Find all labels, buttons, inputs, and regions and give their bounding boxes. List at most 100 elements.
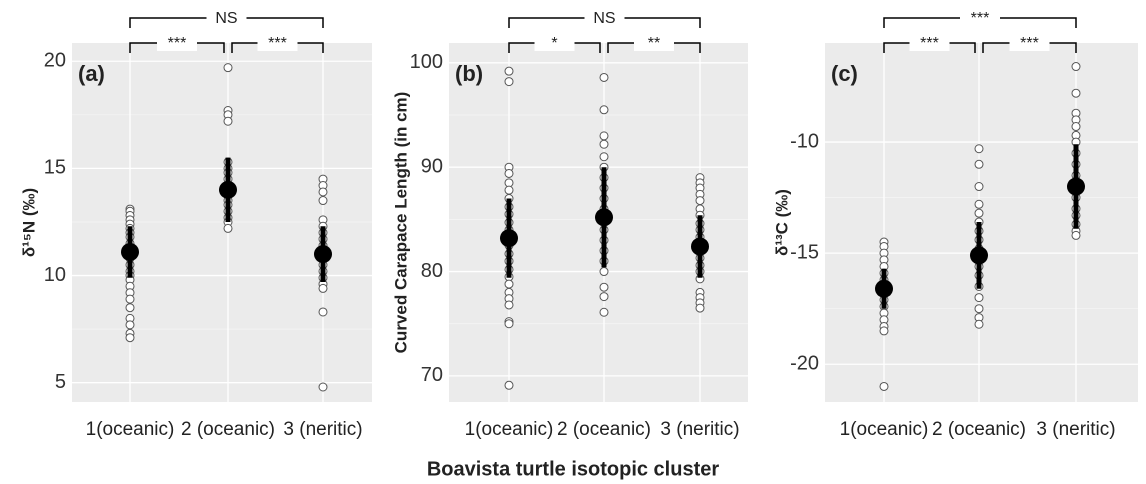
- data-point: [125, 303, 135, 313]
- data-point: [599, 307, 609, 317]
- mean-point: [691, 237, 709, 256]
- data-point: [504, 380, 514, 390]
- data-point: [504, 185, 514, 195]
- data-point: [1071, 62, 1081, 72]
- y-tick-label: 70: [421, 364, 443, 386]
- data-point: [125, 294, 135, 304]
- panel-label: (c): [831, 61, 858, 86]
- data-point: [504, 319, 514, 329]
- data-point: [504, 168, 514, 178]
- data-point: [974, 199, 984, 209]
- data-point: [318, 382, 328, 392]
- significance-label: ***: [971, 10, 990, 27]
- y-tick-label: 90: [421, 155, 443, 177]
- data-point: [1071, 230, 1081, 240]
- x-tick-label: 2 (oceanic): [932, 419, 1026, 440]
- data-point: [125, 320, 135, 330]
- data-point: [599, 105, 609, 115]
- x-tick-label: 1(oceanic): [840, 419, 929, 440]
- y-tick-label: -20: [790, 353, 819, 375]
- data-point: [974, 208, 984, 218]
- data-point: [599, 292, 609, 302]
- data-point: [318, 196, 328, 206]
- significance-label: **: [648, 35, 660, 52]
- data-point: [974, 293, 984, 303]
- significance-label: NS: [215, 10, 237, 27]
- y-tick-label: -15: [790, 241, 819, 263]
- data-point: [504, 66, 514, 76]
- mean-point: [970, 246, 988, 265]
- x-tick-label: 3 (neritic): [1036, 419, 1115, 440]
- data-point: [974, 159, 984, 169]
- mean-point: [1067, 177, 1085, 196]
- significance-label: *: [551, 35, 557, 52]
- data-point: [125, 333, 135, 343]
- data-point: [223, 63, 233, 73]
- bracket-label-bg: [157, 35, 197, 51]
- x-tick-label: 2 (oceanic): [181, 419, 275, 440]
- plot-background: [72, 43, 372, 402]
- x-tick-label: 2 (oceanic): [557, 419, 651, 440]
- y-tick-label: 15: [44, 157, 66, 179]
- data-point: [1071, 88, 1081, 98]
- y-tick-label: 5: [55, 371, 66, 393]
- mean-point: [595, 208, 613, 227]
- bracket-label-bg: [909, 35, 950, 51]
- y-tick-label: 20: [44, 49, 66, 71]
- bracket-label-bg: [206, 10, 247, 26]
- significance-label: ***: [1020, 35, 1039, 52]
- data-point: [974, 319, 984, 329]
- y-tick-label: 80: [421, 260, 443, 282]
- mean-point: [121, 242, 139, 261]
- mean-point: [314, 245, 332, 264]
- y-tick-label: -10: [790, 130, 819, 152]
- data-point: [974, 304, 984, 314]
- data-point: [504, 300, 514, 310]
- y-axis-title: δ¹⁵N (‰): [19, 188, 38, 257]
- y-tick-label: 10: [44, 264, 66, 286]
- data-point: [599, 131, 609, 141]
- data-point: [504, 279, 514, 289]
- data-point: [318, 307, 328, 317]
- data-point: [223, 116, 233, 126]
- x-tick-label: 3 (neritic): [283, 419, 362, 440]
- bracket-label-bg: [534, 35, 575, 51]
- bracket-label-bg: [960, 10, 1000, 26]
- bracket-label-bg: [1009, 35, 1050, 51]
- mean-point: [219, 180, 237, 199]
- panel-label: (a): [78, 61, 105, 86]
- significance-label: ***: [168, 35, 187, 52]
- data-point: [599, 139, 609, 149]
- y-axis-title: δ¹³C (‰): [772, 189, 791, 256]
- x-tick-label: 1(oceanic): [86, 419, 175, 440]
- significance-label: ***: [268, 35, 287, 52]
- data-point: [879, 381, 889, 391]
- data-point: [318, 283, 328, 293]
- data-point: [599, 72, 609, 82]
- data-point: [695, 196, 705, 206]
- bracket-label-bg: [584, 10, 625, 26]
- bracket-label-bg: [634, 35, 674, 51]
- data-point: [599, 152, 609, 162]
- x-tick-label: 3 (neritic): [660, 419, 739, 440]
- data-point: [504, 77, 514, 87]
- y-axis-title: Curved Carapace Length (in cm): [391, 92, 410, 354]
- mean-point: [500, 229, 518, 248]
- data-point: [974, 144, 984, 154]
- data-point: [599, 282, 609, 292]
- data-point: [223, 223, 233, 233]
- data-point: [318, 187, 328, 197]
- significance-label: ***: [920, 35, 939, 52]
- panel-label: (b): [455, 61, 483, 86]
- mean-point: [875, 279, 893, 298]
- data-point: [599, 267, 609, 277]
- bracket-label-bg: [257, 35, 298, 51]
- data-point: [504, 178, 514, 188]
- x-axis-title: Boavista turtle isotopic cluster: [427, 458, 720, 480]
- significance-label: NS: [593, 10, 615, 27]
- y-tick-label: 100: [410, 51, 443, 73]
- x-tick-label: 1(oceanic): [465, 419, 554, 440]
- data-point: [1071, 122, 1081, 132]
